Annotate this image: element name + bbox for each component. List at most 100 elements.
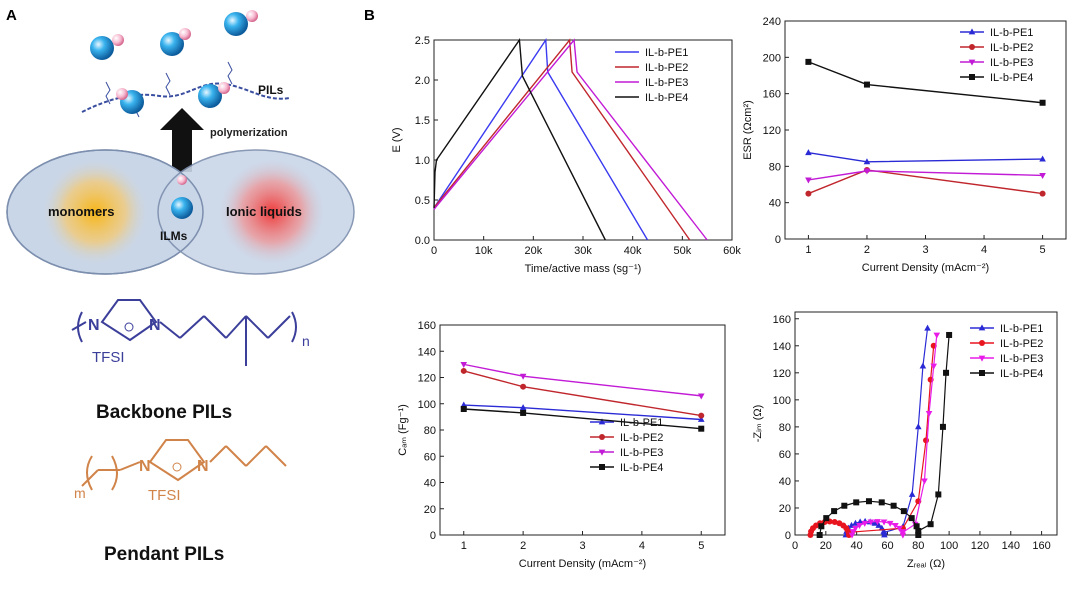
- gcd-xtick-label: 0: [431, 245, 437, 257]
- esr-legend-label-3: IL-b-PE4: [990, 72, 1033, 84]
- nyquist-xtick-label: 20: [820, 540, 832, 552]
- pendant-n2: N: [197, 458, 209, 475]
- capacitance-chart: 1 2 3 4 5 0 20 40 60 80 100 120 140 160 Current Densit…: [397, 320, 726, 570]
- nyquist-point-3-3: [831, 508, 838, 515]
- il-glow: [217, 157, 327, 267]
- gcd-xtick-label: 10k: [475, 245, 493, 257]
- cam-legend-label-1: IL-b-PE2: [620, 432, 663, 444]
- esr-point-3-1: [863, 81, 870, 88]
- nyquist-point-3-8: [890, 502, 897, 509]
- nyquist-ytick-label: 60: [779, 449, 791, 461]
- nyquist-point-2-3: [856, 523, 863, 530]
- backbone-structure: [71, 299, 297, 366]
- cam-ytick-label: 120: [418, 373, 436, 385]
- nyquist-point-1-16: [923, 437, 929, 444]
- cam-point-2-2: [697, 393, 705, 400]
- esr-legend-label-0: IL-b-PE1: [990, 27, 1033, 39]
- esr-point-0-2: [1039, 155, 1046, 162]
- nyquist-xtick-label: 140: [1002, 540, 1020, 552]
- nyquist-legend-label-1: IL-b-PE2: [1000, 338, 1043, 350]
- ionic-liquids-label: Ionic liquids: [226, 204, 302, 219]
- nyquist-xtick-label: 80: [912, 540, 924, 552]
- esr-ytick-label: 120: [763, 125, 781, 137]
- monomers-label: monomers: [48, 204, 114, 219]
- nyquist-point-2-0: [848, 532, 856, 539]
- esr-legend-marker-1: [969, 44, 975, 50]
- cam-point-1-0: [460, 367, 467, 374]
- cam-legend-label-2: IL-b-PE3: [620, 447, 663, 459]
- cam-point-3-2: [698, 425, 705, 432]
- gcd-xtick-label: 30k: [574, 245, 592, 257]
- nyquist-point-0-13: [881, 528, 888, 535]
- cam-series-line-0: [463, 404, 702, 421]
- esr-legend-label-1: IL-b-PE2: [990, 42, 1033, 54]
- esr-point-0-1: [863, 158, 871, 165]
- esr-xtick-label: 5: [1040, 244, 1046, 256]
- nyquist-point-2-16: [925, 410, 933, 417]
- nyquist-ytick-label: 20: [779, 503, 791, 515]
- cam-ytick-label: 40: [424, 478, 436, 490]
- gcd-ytick-label: 1.0: [415, 155, 430, 167]
- nyquist-ytick-label: 80: [779, 422, 791, 434]
- nyquist-point-3-13: [915, 527, 922, 534]
- cam-legend-marker-1: [599, 434, 605, 440]
- nyquist-xtick-label: 0: [792, 540, 798, 552]
- monomer-glow: [40, 157, 150, 267]
- cam-xtick-label: 2: [520, 540, 526, 552]
- cam-xlabel: Current Density (mAcm⁻²): [519, 558, 646, 570]
- cam-point-1-2: [698, 412, 705, 419]
- esr-chart: 1 2 3 4 5 0 40 80 120 160 200 240 Current Density (m…: [742, 16, 1067, 274]
- backbone-n-subscript: n: [302, 333, 310, 349]
- nyquist-chart: 0 20 40 60 80 100 120 140 160 0 20 40 60 80 100 120 140 1…: [752, 311, 1058, 570]
- nyquist-point-0-5: [856, 518, 864, 525]
- backbone-tfsi: TFSI: [92, 349, 125, 366]
- nyquist-point-3-18: [946, 331, 953, 338]
- gcd-legend-label-0: IL-b-PE1: [645, 47, 688, 59]
- esr-point-0-0: [805, 149, 812, 156]
- esr-ytick-label: 240: [763, 16, 781, 28]
- nyquist-point-2-9: [892, 523, 899, 530]
- pils-label: PILs: [258, 83, 284, 97]
- nyquist-point-3-11: [913, 523, 920, 530]
- anion-balls: [112, 10, 258, 100]
- gcd-legend-label-3: IL-b-PE4: [645, 92, 688, 104]
- esr-legend-marker-0: [968, 28, 976, 35]
- esr-point-1-2: [1039, 190, 1046, 197]
- cam-ylabel: Cₐₘ (Fg⁻¹): [397, 404, 409, 456]
- gcd-legend-label-2: IL-b-PE3: [645, 77, 688, 89]
- ilm-anion: [177, 175, 187, 185]
- cam-xtick-label: 4: [639, 540, 645, 552]
- cam-point-0-0: [460, 401, 468, 408]
- nyquist-ytick-label: 40: [779, 476, 791, 488]
- gcd-ytick-label: 1.5: [415, 115, 430, 127]
- cam-ytick-label: 140: [418, 346, 436, 358]
- nyquist-ytick-label: 160: [773, 314, 791, 326]
- pendant-n1: N: [139, 458, 151, 475]
- nyquist-ytick-label: 0: [785, 530, 791, 542]
- nyquist-point-3-1: [818, 523, 825, 530]
- gcd-xtick-label: 60k: [723, 245, 741, 257]
- nyquist-point-3-5: [853, 499, 860, 506]
- nyquist-point-3-7: [878, 499, 885, 506]
- gcd-ytick-label: 0.5: [415, 195, 430, 207]
- esr-legend-marker-3: [969, 74, 975, 80]
- esr-ytick-label: 0: [775, 234, 781, 246]
- nyquist-point-3-6: [865, 498, 872, 505]
- cam-ytick-label: 160: [418, 320, 436, 332]
- esr-ytick-label: 200: [763, 52, 781, 64]
- gcd-legend-label-1: IL-b-PE2: [645, 62, 688, 74]
- cam-ytick-label: 100: [418, 399, 436, 411]
- panel-label-b: B: [364, 7, 375, 24]
- nyquist-point-2-6: [874, 519, 881, 526]
- nyquist-point-2-13: [899, 529, 907, 536]
- cam-legend-label-3: IL-b-PE4: [620, 462, 663, 474]
- nyquist-point-3-0: [816, 532, 823, 538]
- cam-legend-marker-2: [598, 449, 606, 456]
- esr-ytick-label: 160: [763, 89, 781, 101]
- gcd-series-line-0: [433, 37, 649, 241]
- nyquist-point-3-12: [915, 532, 922, 538]
- nyquist-point-3-10: [908, 515, 915, 522]
- gcd-ytick-label: 0.0: [415, 235, 430, 247]
- nyquist-point-0-9: [875, 521, 883, 528]
